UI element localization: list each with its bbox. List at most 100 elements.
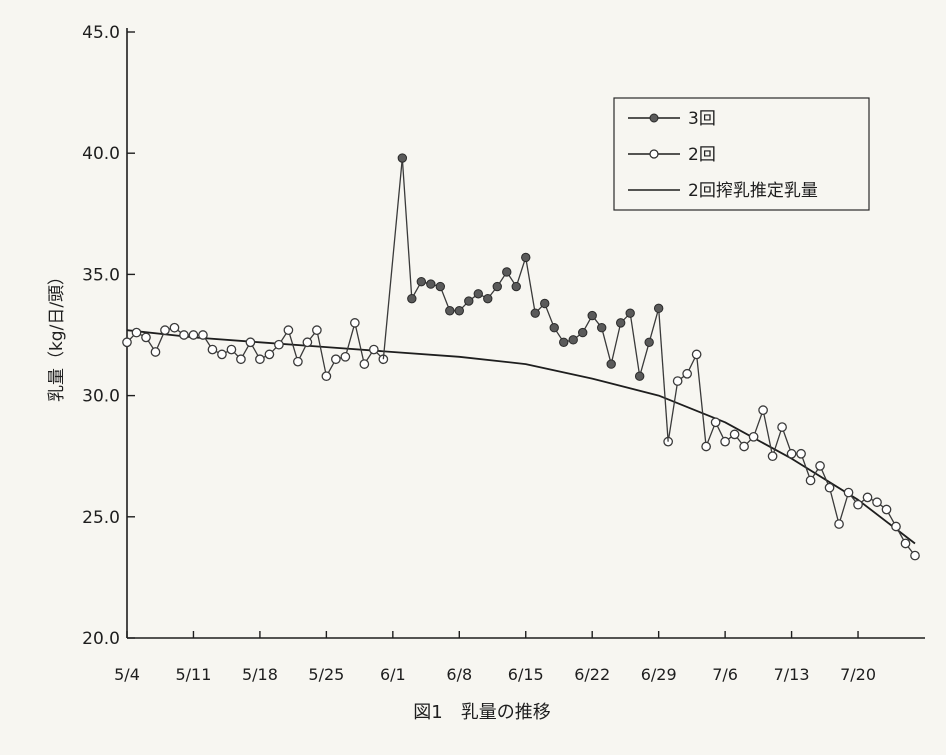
series-3kai-point	[559, 337, 569, 347]
legend: 3回 2回 2回搾乳推定乳量	[613, 97, 870, 211]
series-2kai-point	[160, 325, 170, 336]
y-axis-label: 乳量（kg/日/頭）	[47, 268, 67, 402]
x-tick-label: 5/11	[175, 665, 211, 684]
series-2kai-point	[748, 431, 759, 442]
x-tick-label: 7/20	[840, 665, 876, 684]
x-tick-label: 7/6	[712, 665, 738, 684]
series-3kai-point	[644, 337, 654, 347]
series-2kai-point	[131, 327, 142, 338]
series-2kai-point	[758, 405, 768, 415]
series-3kai-point	[397, 153, 408, 163]
series-2kai-point	[682, 368, 692, 379]
series-2kai-point	[843, 487, 854, 498]
series-2kai-point	[853, 499, 863, 510]
series-3kai-point	[445, 306, 455, 316]
series-3kai-point	[615, 318, 626, 328]
x-tick-label: 5/4	[114, 665, 140, 684]
series-2kai-point	[340, 351, 351, 362]
x-tick-label: 6/8	[446, 665, 472, 684]
series-2kai-point	[264, 349, 275, 360]
series-3kai-point	[653, 303, 664, 314]
series-2kai-point	[274, 339, 284, 350]
series-3kai-point	[634, 371, 645, 381]
series-3kai-point	[502, 267, 512, 277]
series-2kai-point	[245, 337, 256, 348]
legend-label: 2回	[688, 145, 716, 165]
x-tick-label: 5/25	[308, 665, 344, 684]
series-3kai-point	[416, 276, 427, 287]
series-2kai-point	[872, 497, 882, 508]
series-2kai-point	[834, 519, 844, 529]
series-2kai-point	[720, 436, 730, 447]
series-2kai-point	[255, 354, 265, 365]
series-2kai-point	[302, 337, 313, 348]
series-2kai-point	[862, 492, 873, 503]
series-3kai-point	[464, 296, 474, 306]
series-2kai-point	[815, 461, 825, 471]
series-3kai-point	[587, 310, 597, 321]
legend-marker-2kai	[649, 149, 659, 159]
series-3kai-point	[578, 327, 588, 338]
series-estimate-line	[126, 329, 916, 545]
y-tick-label: 40.0	[82, 144, 120, 164]
series-2kai-point	[672, 376, 683, 386]
series-2kai-point	[691, 349, 702, 360]
series-2kai-point	[122, 337, 132, 348]
series-3kai-point	[492, 281, 502, 292]
x-tick-label: 6/1	[380, 665, 406, 684]
series-transition-line	[382, 157, 403, 360]
series-2kai-point	[368, 344, 379, 355]
x-tick-label: 5/18	[242, 665, 278, 684]
series-3kai-point	[568, 335, 578, 345]
y-tick-label: 20.0	[82, 629, 120, 649]
legend-items: 3回 2回 2回搾乳推定乳量	[628, 109, 818, 201]
series-2kai-point	[331, 354, 341, 365]
series-3kai-point	[426, 279, 436, 289]
series-2kai-point	[701, 441, 711, 452]
series-2kai-point	[226, 344, 237, 355]
series-2kai-point	[910, 550, 920, 561]
series-3kai-point	[473, 289, 483, 299]
series-2kai-point	[207, 344, 218, 355]
series-2kai-point	[293, 356, 303, 367]
x-tick-label: 6/29	[641, 665, 677, 684]
series-2kai-point	[710, 417, 721, 428]
legend-label: 3回	[688, 109, 716, 129]
series-2kai-point	[777, 422, 787, 432]
series-layer	[122, 153, 920, 561]
series-3kai-point	[606, 359, 616, 369]
figure-caption: 図1 乳量の推移	[413, 702, 550, 723]
y-tick-label: 30.0	[82, 387, 120, 407]
series-2kai-point	[236, 354, 246, 365]
series-2kai-point	[141, 332, 151, 343]
series-transition-line	[658, 308, 669, 442]
legend-label: 2回搾乳推定乳量	[688, 181, 818, 201]
series-2kai-point	[786, 448, 797, 459]
series-2kai-point	[188, 330, 199, 340]
y-tick-label: 35.0	[82, 265, 120, 285]
series-2kai-point	[739, 441, 749, 452]
series-2kai-point	[198, 330, 208, 340]
y-tick-label: 25.0	[82, 508, 120, 528]
series-2kai-point	[150, 347, 161, 357]
series-3kai-point	[407, 293, 417, 304]
series-2kai-point	[900, 538, 911, 549]
series-3kai-line	[401, 157, 660, 377]
series-3kai-point	[521, 252, 531, 263]
series-2kai-point	[359, 359, 370, 369]
x-tick-label: 7/13	[774, 665, 810, 684]
series-3kai-point	[454, 306, 464, 316]
series-3kai-point	[549, 323, 559, 333]
series-3kai-point	[511, 281, 521, 292]
y-tick-label: 45.0	[82, 23, 120, 43]
series-2kai-point	[169, 322, 180, 333]
series-2kai-point	[179, 330, 189, 340]
legend-marker-3kai	[649, 113, 659, 123]
series-2kai-point	[891, 521, 901, 532]
series-3kai-point	[540, 298, 550, 309]
x-tick-label: 6/22	[574, 665, 610, 684]
series-3kai-point	[435, 281, 446, 292]
series-3kai-point	[596, 323, 607, 333]
